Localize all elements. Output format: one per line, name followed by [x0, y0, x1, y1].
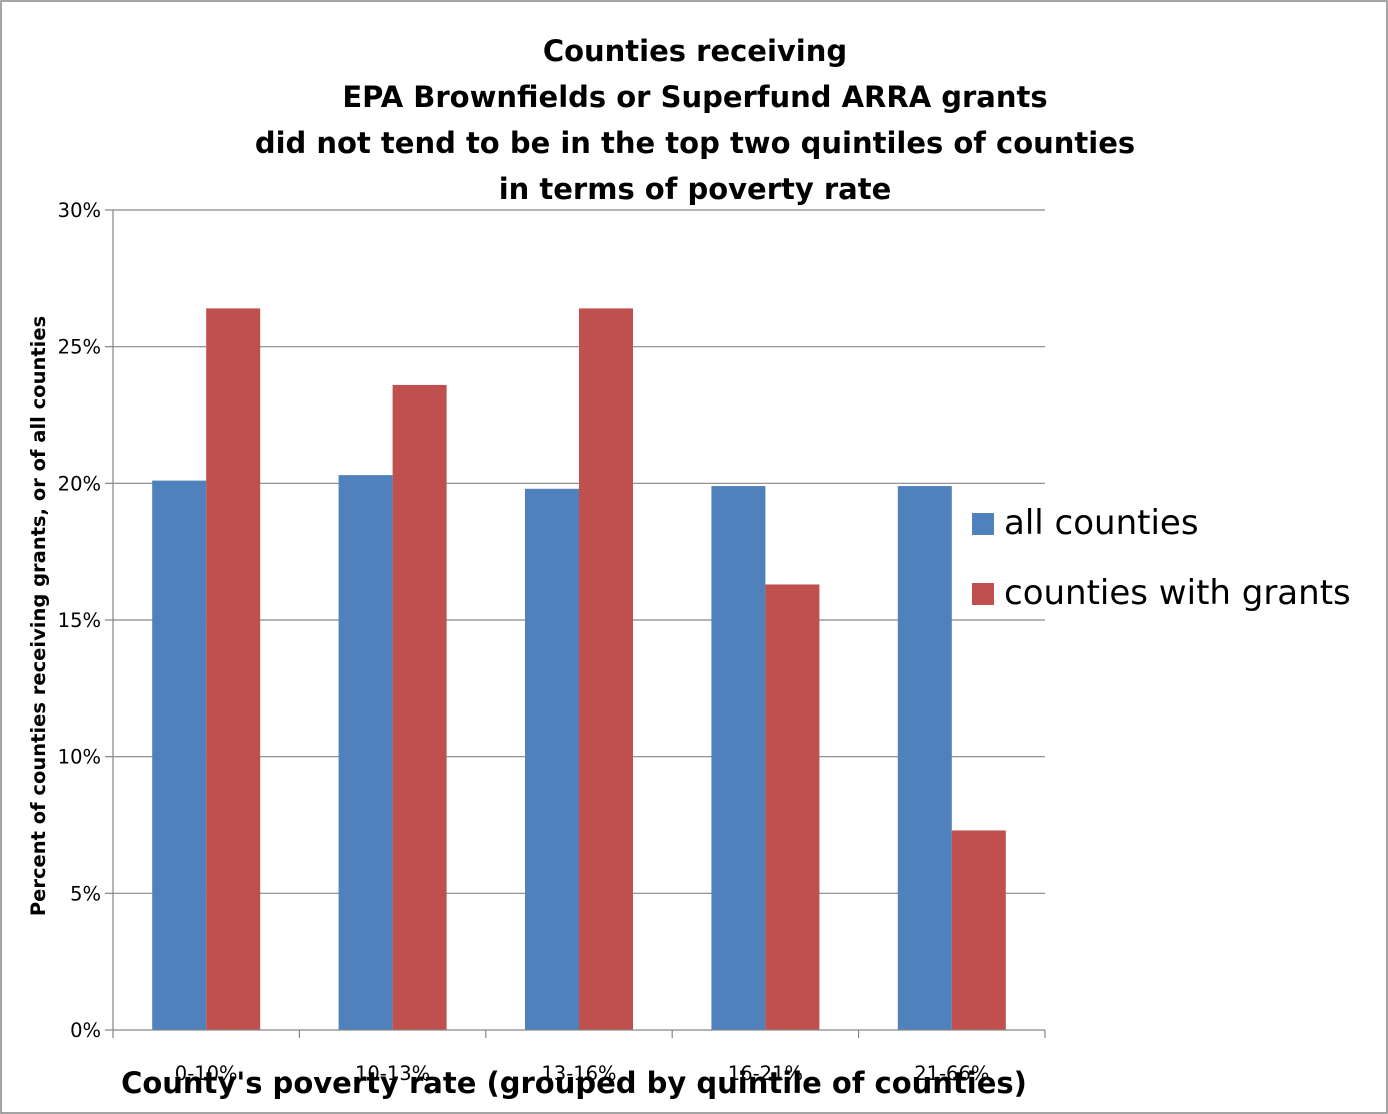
chart-title-line-4: in terms of poverty rate [499, 172, 892, 206]
legend-swatch [972, 583, 994, 605]
y-tick-labels: 0% 5% 10% 15% 20% 25% 30% [58, 199, 101, 1042]
y-tick-label: 20% [58, 472, 101, 495]
y-tick-label: 10% [58, 746, 101, 769]
y-tick-label: 5% [70, 882, 101, 905]
bars [152, 308, 1006, 1031]
legend: all counties counties with grants [972, 503, 1351, 613]
x-tick-label: 10-13% [355, 1062, 430, 1085]
y-tick-label: 30% [58, 199, 101, 222]
x-tick-label: 16-21% [728, 1062, 803, 1085]
bar [897, 486, 952, 1031]
legend-swatch [972, 513, 994, 535]
bar [206, 308, 261, 1030]
bar [951, 830, 1006, 1030]
bar [711, 486, 766, 1031]
bar [152, 480, 207, 1031]
bar [525, 488, 579, 1030]
bar [392, 384, 447, 1030]
chart-title-line-1: Counties receiving [543, 34, 847, 68]
bar [338, 475, 393, 1031]
bar [765, 584, 820, 1030]
y-tick-label: 0% [70, 1019, 101, 1042]
y-tick-label: 15% [58, 609, 101, 632]
legend-label: all counties [1004, 503, 1199, 543]
y-axis-label: Percent of counties receiving grants, or… [27, 316, 50, 916]
x-tick-label: 13-16% [541, 1062, 616, 1085]
chart-title-line-3: did not tend to be in the top two quinti… [255, 126, 1135, 160]
x-tick-label: 21-66% [914, 1062, 989, 1085]
y-tick-label: 25% [58, 336, 101, 359]
bar [579, 308, 633, 1030]
axes [105, 209, 1046, 1038]
legend-label: counties with grants [1004, 573, 1351, 613]
chart-title-line-2: EPA Brownfields or Superfund ARRA grants [342, 80, 1047, 114]
x-tick-labels: 0-10% 10-13% 13-16% 16-21% 21-66% [175, 1062, 990, 1085]
x-axis-label: County's poverty rate (grouped by quinti… [121, 1066, 1027, 1100]
x-tick-label: 0-10% [175, 1062, 238, 1085]
